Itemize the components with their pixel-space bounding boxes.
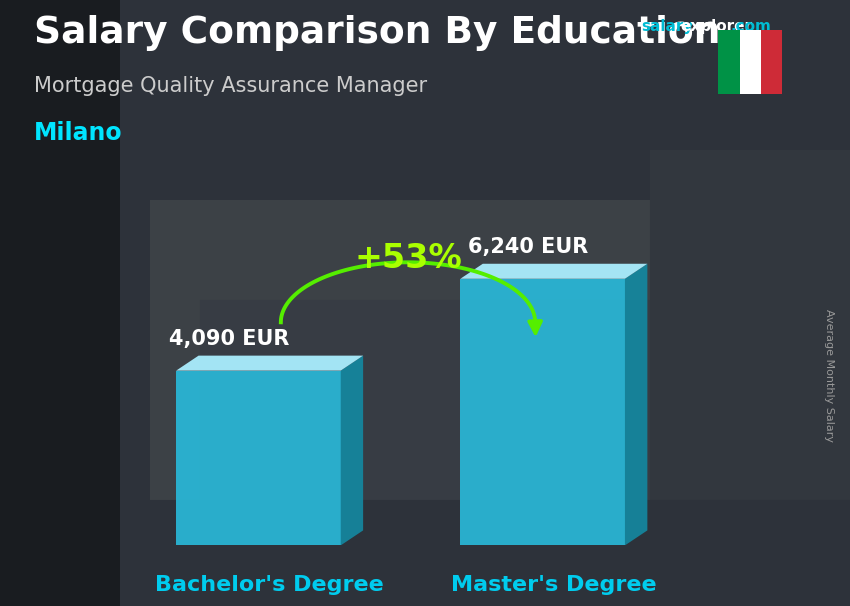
Text: salary: salary <box>642 19 694 35</box>
Text: 4,090 EUR: 4,090 EUR <box>168 329 289 349</box>
Text: Mortgage Quality Assurance Manager: Mortgage Quality Assurance Manager <box>34 76 427 96</box>
Text: Average Monthly Salary: Average Monthly Salary <box>824 309 834 442</box>
Text: Milano: Milano <box>34 121 122 145</box>
Text: 6,240 EUR: 6,240 EUR <box>468 237 588 257</box>
Polygon shape <box>461 279 625 545</box>
Polygon shape <box>176 356 363 371</box>
Text: Salary Comparison By Education: Salary Comparison By Education <box>34 15 720 51</box>
Text: .com: .com <box>731 19 772 35</box>
Polygon shape <box>461 264 648 279</box>
Polygon shape <box>341 356 363 545</box>
Polygon shape <box>625 264 648 545</box>
Text: Master's Degree: Master's Degree <box>451 576 657 596</box>
Bar <box>761 30 782 94</box>
Bar <box>740 30 761 94</box>
Text: explorer: explorer <box>680 19 752 35</box>
Bar <box>718 30 740 94</box>
Polygon shape <box>176 371 341 545</box>
Text: +53%: +53% <box>354 242 462 276</box>
Text: Bachelor's Degree: Bachelor's Degree <box>156 576 384 596</box>
